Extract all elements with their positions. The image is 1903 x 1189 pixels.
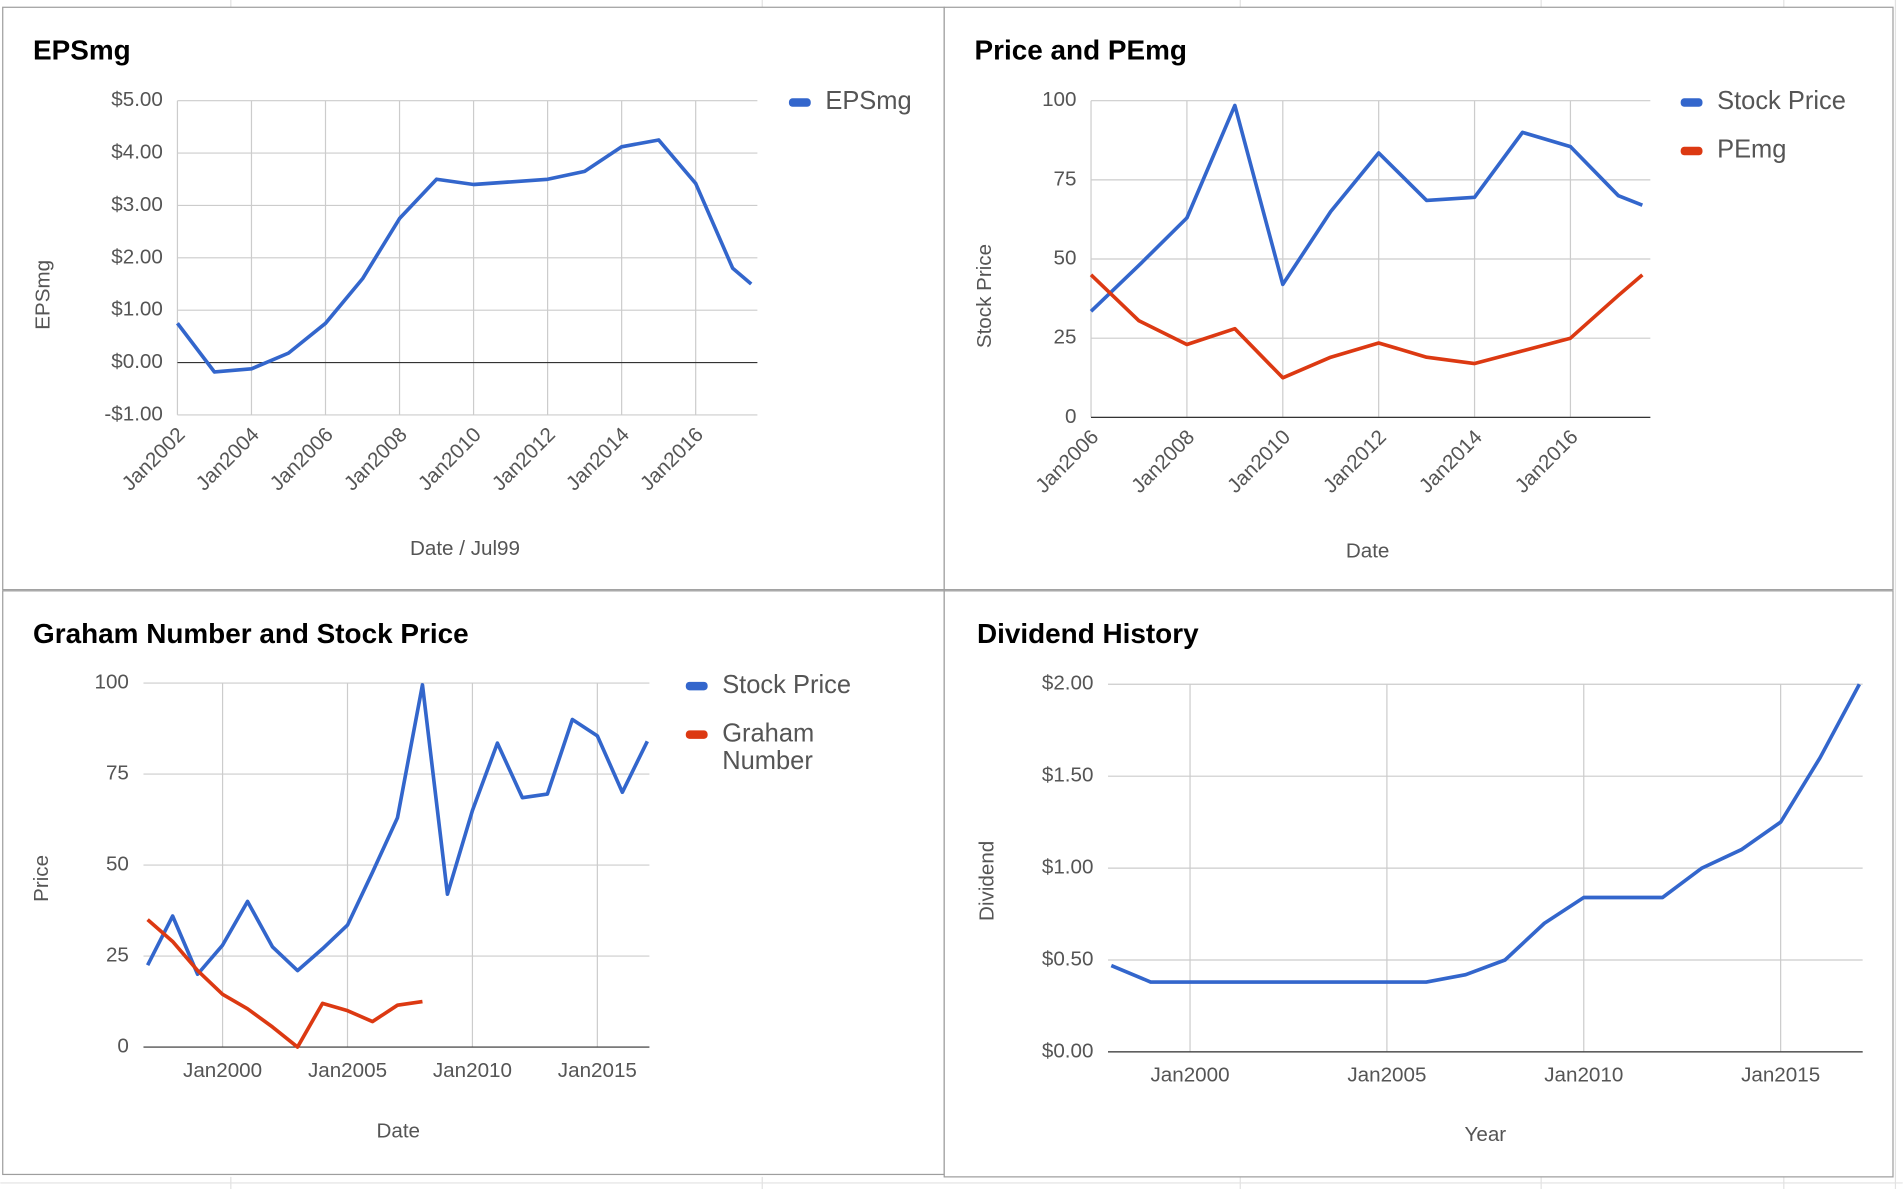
y-tick-label: 25 [106, 944, 129, 967]
line-series [1089, 103, 1644, 313]
legend-item: Stock Price [722, 670, 852, 699]
y-tick-label: 50 [106, 853, 129, 876]
y-tick-label: $0.50 [1042, 947, 1094, 970]
chart-title: EPSmg [33, 35, 131, 66]
line-series [1110, 683, 1861, 984]
chart-title: Price and PEmg [975, 35, 1187, 66]
y-tick-label: -$1.00 [104, 402, 162, 425]
y-axis-label: EPSmg [31, 260, 54, 330]
y-tick-label: $0.00 [111, 350, 163, 373]
y-tick-label: $0.00 [1042, 1039, 1094, 1062]
chart-title: Dividend History [977, 618, 1199, 649]
y-tick-label: 75 [106, 762, 129, 785]
y-tick-label: $1.50 [1042, 764, 1094, 787]
x-axis-label: Year [1465, 1123, 1507, 1146]
y-tick-label: $2.00 [1042, 672, 1094, 695]
y-tick-label: $3.00 [111, 193, 163, 216]
legend-swatch [788, 98, 811, 107]
legend-swatch [685, 681, 708, 691]
y-axis-label: Price [30, 855, 53, 902]
legend-item: Stock Price [1717, 87, 1846, 116]
y-tick-label: $5.00 [111, 88, 163, 111]
x-tick-label: Jan2000 [183, 1059, 262, 1082]
legend-label: EPSmg [825, 87, 912, 116]
y-axis-label: Dividend [975, 841, 998, 921]
y-tick-label: 25 [1054, 326, 1077, 349]
y-tick-label: 50 [1054, 246, 1077, 269]
x-tick-label: Jan2015 [558, 1059, 637, 1082]
line-series [146, 683, 649, 977]
legend-swatch [1680, 98, 1703, 107]
y-tick-label: 0 [117, 1035, 128, 1058]
legend-item: EPSmg [825, 87, 912, 116]
y-tick-label: $1.00 [1042, 856, 1094, 879]
line-series [1089, 273, 1644, 380]
legend-swatch [685, 730, 708, 739]
x-axis-label: Date / Jul99 [410, 537, 520, 560]
chart-title: Graham Number and Stock Price [33, 618, 469, 649]
panel [2, 590, 945, 1176]
legend-label: Stock Price [1717, 87, 1846, 116]
y-tick-label: $4.00 [111, 141, 163, 164]
line-series [146, 918, 423, 1049]
y-tick-label: $2.00 [111, 245, 163, 268]
x-tick-label: Jan2015 [1741, 1064, 1820, 1087]
legend-swatch [1680, 146, 1703, 156]
legend-label: Graham Number [722, 719, 815, 776]
y-tick-label: 0 [1065, 405, 1076, 428]
y-tick-label: $1.00 [111, 298, 163, 321]
x-tick-label: Jan2010 [433, 1059, 512, 1082]
x-axis-label: Date [376, 1119, 420, 1142]
x-tick-label: Jan2005 [1347, 1064, 1426, 1087]
y-axis-label: Stock Price [973, 244, 996, 348]
panel [943, 590, 1894, 1178]
x-tick-label: Jan2000 [1150, 1064, 1229, 1087]
y-tick-label: 100 [95, 671, 129, 694]
x-tick-label: Jan2005 [308, 1059, 387, 1082]
y-tick-label: 75 [1054, 167, 1077, 190]
legend-label: Stock Price [722, 670, 852, 699]
line-series [175, 138, 753, 374]
y-tick-label: 100 [1042, 88, 1076, 111]
legend-item: PEmg [1717, 135, 1787, 164]
legend-label: PEmg [1717, 135, 1787, 164]
x-tick-label: Jan2010 [1544, 1064, 1623, 1087]
x-axis-label: Date [1346, 539, 1390, 562]
legend-item: Graham Number [722, 719, 815, 776]
